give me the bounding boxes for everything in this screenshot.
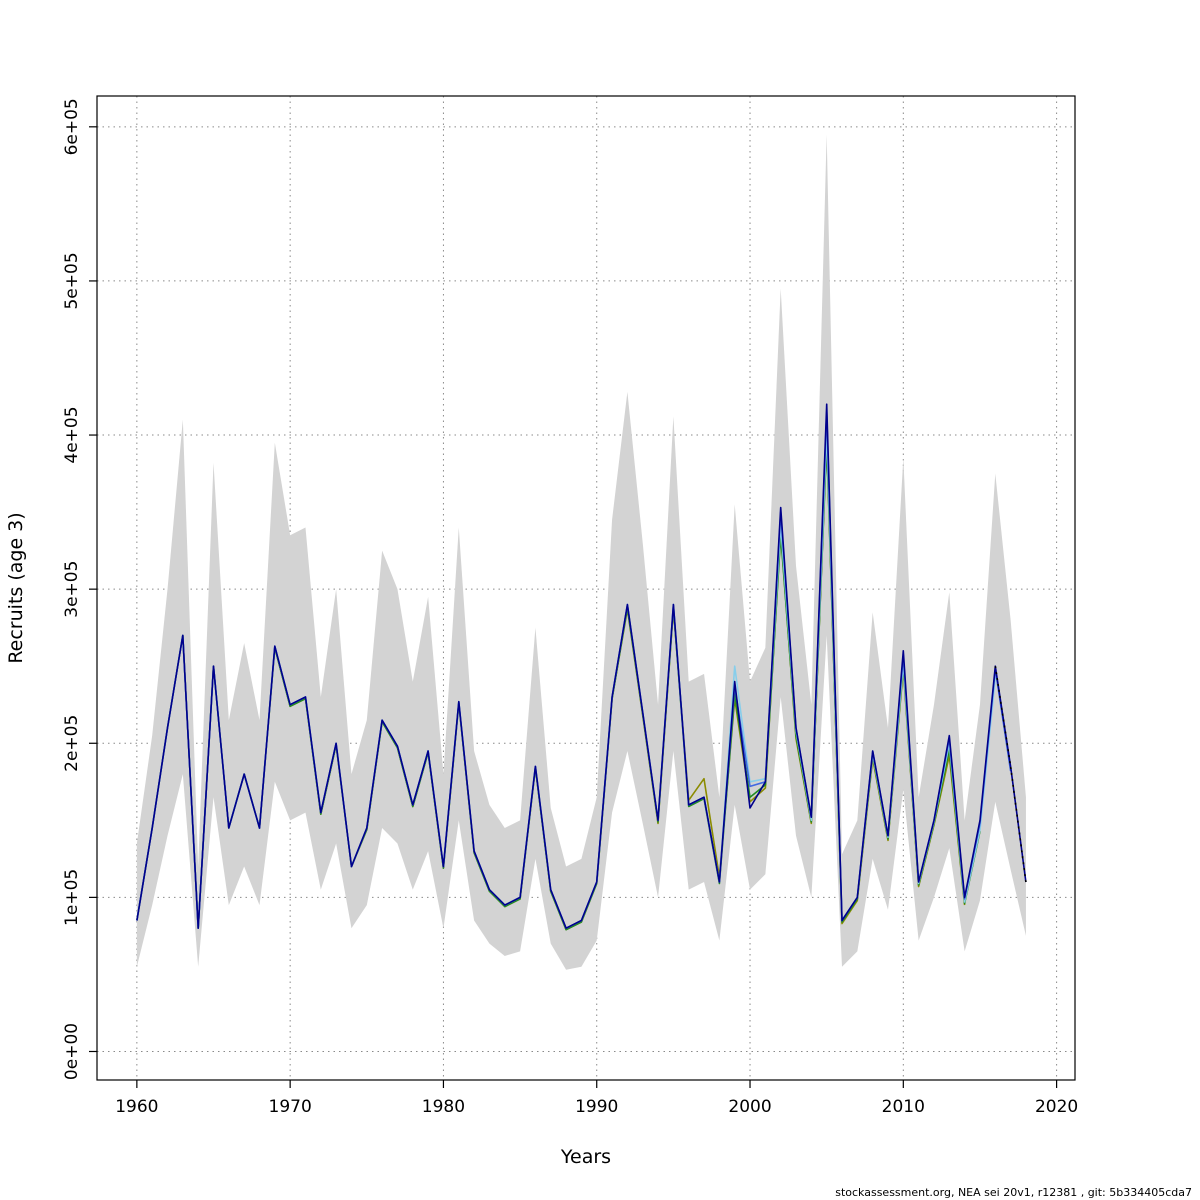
x-tick-label: 1960	[115, 1097, 158, 1117]
x-axis-title: Years	[560, 1146, 611, 1168]
y-tick-label: 0e+00	[62, 1023, 82, 1080]
y-tick-label: 6e+05	[62, 98, 82, 155]
y-axis-title: Recruits (age 3)	[5, 512, 27, 663]
series-final-run-navy	[136, 403, 1027, 929]
x-tick-label: 1970	[269, 1097, 312, 1117]
x-tick-label: 1990	[575, 1097, 618, 1117]
y-tick-label: 1e+05	[62, 869, 82, 926]
attribution-footer: stockassessment.org, NEA sei 20v1, r1238…	[835, 1186, 1192, 1199]
x-tick-label: 1980	[422, 1097, 465, 1117]
y-tick-label: 3e+05	[62, 561, 82, 618]
x-tick-label: 2020	[1035, 1097, 1078, 1117]
x-tick-label: 2010	[882, 1097, 925, 1117]
plot-border	[96, 95, 1076, 1081]
y-tick-label: 2e+05	[62, 715, 82, 772]
x-tick-label: 2000	[728, 1097, 771, 1117]
y-tick-label: 4e+05	[62, 406, 82, 463]
confidence-band	[136, 134, 1026, 970]
y-tick-label: 5e+05	[62, 252, 82, 309]
plot-layers: 1960 1970 1980 1990 2000 2010 2020 0e+00 1e+05 2e…	[62, 95, 1078, 1117]
